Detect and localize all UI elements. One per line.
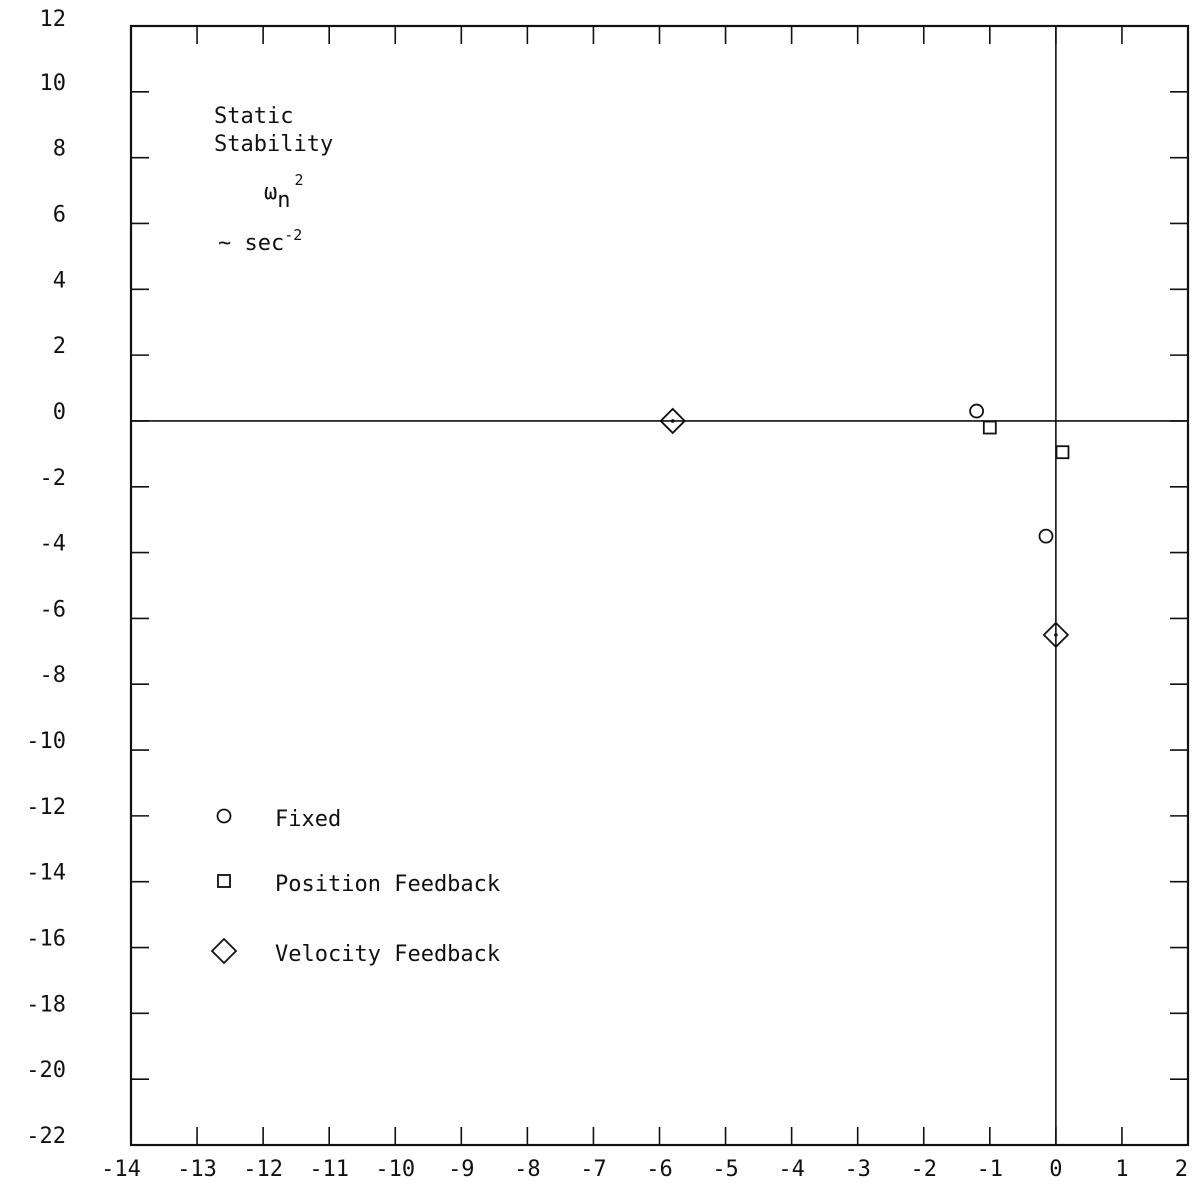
x-tick-label: 1 [1115,1157,1128,1182]
annotation-line1: Static [214,104,293,129]
y-tick-label: 12 [40,7,67,32]
annotation-omega-symbol: ωn2 [264,171,304,213]
legend-label: Fixed [275,807,341,832]
annotation-line2: Stability [214,132,333,157]
y-tick-label: -18 [26,992,66,1017]
y-tick-label: -22 [26,1124,66,1149]
omega-subscript: n [277,188,290,213]
y-tick-label: 4 [53,268,66,293]
unit-exponent: -2 [284,226,302,244]
legend-marker-circle [216,808,232,824]
legend-label: Velocity Feedback [275,942,500,967]
x-tick-label: -12 [243,1157,283,1182]
point-circle [1038,528,1054,544]
y-tick-label: 2 [53,334,66,359]
y-tick-label: -6 [40,597,67,622]
y-tick-label: 8 [53,137,66,162]
static-stability-annotation: Static Stability ωn2 ~ sec-2 [214,104,333,256]
x-tick-label: -7 [580,1157,607,1182]
point-diamond-center-dot [670,419,675,423]
x-tick-label: -3 [844,1157,871,1182]
y-tick-label: -16 [26,927,66,952]
x-tick-label: -14 [101,1157,141,1182]
point-diamond [1042,621,1070,649]
x-tick-label: 2 [1175,1157,1188,1182]
legend-marker-square [217,874,231,888]
x-tick-label: 0 [1049,1157,1062,1182]
x-tick-label: -5 [712,1157,739,1182]
y-tick-label: 0 [53,400,66,425]
point-circle [969,403,984,419]
y-tick-label: 6 [53,202,66,227]
annotation-unit: ~ sec-2 [218,226,302,256]
x-tick-label: -11 [309,1157,349,1182]
y-tick-label: -10 [26,729,66,754]
x-tick-label: -13 [177,1157,217,1182]
point-square [982,420,997,435]
x-tick-label: -6 [646,1157,673,1182]
legend: Fixed Position Feedback Velocity Feedback [210,807,500,967]
x-tick-label: -1 [977,1157,1004,1182]
omega-superscript: 2 [295,171,304,189]
y-tick-label: -2 [40,466,67,491]
y-tick-label: -20 [26,1058,66,1083]
x-tick-label: -8 [514,1157,541,1182]
legend-label: Position Feedback [275,872,500,897]
y-tick-label: 10 [40,71,67,96]
unit-prefix: ~ sec [218,231,284,256]
tick-labels: -14 -13 -12 -11 -10 -9 -8 -7 -6 -5 -4 -3 -2 -1 0 1 21210… [26,7,1188,1182]
y-tick-label: -14 [26,861,66,886]
y-tick-label: -8 [40,663,67,688]
data-points [659,403,1070,649]
x-tick-label: -4 [778,1157,805,1182]
x-tick-label: -10 [375,1157,415,1182]
ticks [131,26,1188,1145]
x-tick-label: -2 [911,1157,938,1182]
point-square [1055,445,1070,460]
point-diamond-center-dot [1054,633,1058,637]
y-tick-label: -12 [26,795,66,820]
point-diamond [659,407,686,435]
omega-char: ω [264,180,277,205]
x-tick-label: -9 [448,1157,475,1182]
legend-marker-diamond [210,937,238,965]
y-tick-label: -4 [40,532,67,557]
